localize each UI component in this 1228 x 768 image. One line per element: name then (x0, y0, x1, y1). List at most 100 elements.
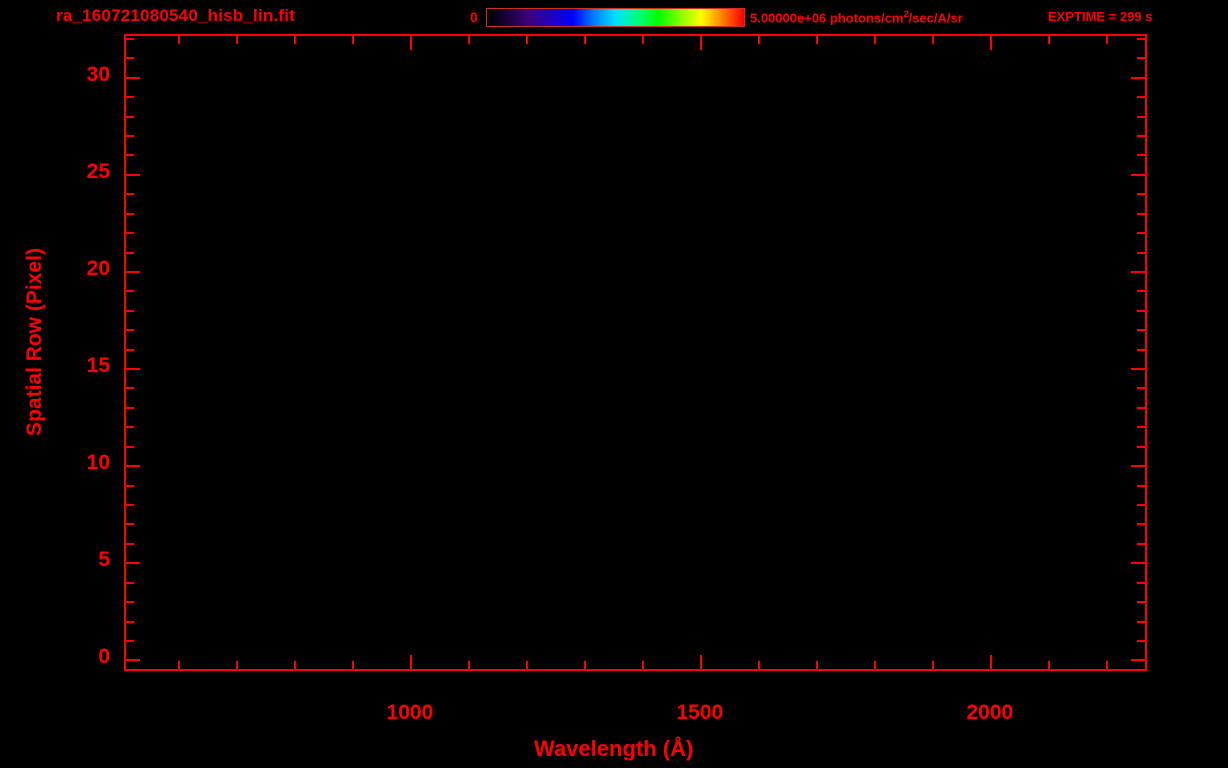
tick-mark (124, 504, 134, 506)
x-tick-label: 1500 (676, 701, 724, 724)
tick-mark (236, 34, 238, 44)
tick-mark (874, 661, 876, 671)
tick-mark (1137, 38, 1147, 40)
tick-mark (124, 329, 134, 331)
tick-mark (124, 523, 134, 525)
tick-mark (1137, 543, 1147, 545)
tick-mark (124, 659, 140, 661)
tick-mark (124, 232, 134, 234)
tick-mark (1131, 659, 1147, 661)
tick-mark (1137, 213, 1147, 215)
tick-mark (700, 655, 702, 671)
tick-mark (124, 271, 140, 273)
tick-mark (1137, 193, 1147, 195)
tick-mark (124, 543, 134, 545)
colorbar-min-label: 0 (470, 9, 478, 25)
y-tick-label: 15 (86, 354, 110, 378)
tick-mark (1137, 154, 1147, 156)
y-tick-label: 20 (86, 256, 110, 280)
tick-mark (124, 154, 134, 156)
tick-mark (584, 34, 586, 44)
tick-mark (816, 34, 818, 44)
tick-mark (468, 661, 470, 671)
colorbar-gradient (487, 9, 744, 26)
x-tick-label: 2000 (966, 701, 1014, 724)
tick-mark (124, 387, 134, 389)
tick-mark (1048, 661, 1050, 671)
tick-mark (1137, 135, 1147, 137)
tick-mark (124, 290, 134, 292)
tick-mark (124, 193, 134, 195)
tick-mark (1137, 329, 1147, 331)
colorbar-max-label: 5.00000e+06 photons/cm2/sec/A/sr (750, 9, 963, 25)
tick-mark (1137, 232, 1147, 234)
tick-mark (1137, 504, 1147, 506)
tick-mark (124, 252, 134, 254)
tick-mark (410, 34, 412, 50)
tick-mark (758, 661, 760, 671)
tick-mark (932, 661, 934, 671)
tick-mark (1137, 349, 1147, 351)
tick-mark (178, 34, 180, 44)
tick-mark (1137, 290, 1147, 292)
tick-mark (124, 116, 134, 118)
tick-mark (990, 34, 992, 50)
tick-mark (124, 368, 140, 370)
colorbar-max-value: 5.00000e+06 (750, 10, 827, 26)
colorbar (486, 8, 745, 27)
tick-mark (1137, 407, 1147, 409)
tick-mark (642, 34, 644, 44)
colorbar-unit-exponent: 2 (903, 9, 909, 19)
tick-mark (178, 661, 180, 671)
tick-mark (932, 34, 934, 44)
tick-mark (294, 661, 296, 671)
tick-mark (1137, 601, 1147, 603)
tick-mark (1137, 57, 1147, 59)
tick-mark (1137, 485, 1147, 487)
tick-mark (584, 661, 586, 671)
tick-mark (1131, 368, 1147, 370)
x-axis-label: Wavelength (Å) (534, 736, 694, 761)
tick-mark (1131, 77, 1147, 79)
tick-mark (124, 96, 134, 98)
figure-title: ra_160721080540_hisb_lin.fit (56, 6, 296, 25)
tick-mark (1137, 582, 1147, 584)
tick-mark (124, 310, 134, 312)
tick-mark (468, 34, 470, 44)
tick-mark (642, 661, 644, 671)
colorbar-unit-post: /sec/A/sr (908, 10, 963, 26)
y-tick-label: 30 (86, 62, 110, 86)
y-tick-label: 0 (98, 645, 110, 669)
y-tick-label: 5 (98, 548, 110, 572)
tick-mark (1137, 310, 1147, 312)
tick-mark (124, 77, 140, 79)
tick-mark (1131, 562, 1147, 564)
tick-mark (1137, 252, 1147, 254)
tick-mark (1137, 426, 1147, 428)
tick-mark (236, 661, 238, 671)
tick-mark (700, 34, 702, 50)
tick-mark (816, 661, 818, 671)
tick-mark (1131, 174, 1147, 176)
tick-mark (1106, 661, 1108, 671)
tick-mark (1131, 271, 1147, 273)
tick-mark (410, 655, 412, 671)
tick-mark (124, 601, 134, 603)
tick-mark (124, 465, 140, 467)
tick-mark (352, 34, 354, 44)
tick-mark (124, 135, 134, 137)
tick-mark (124, 38, 134, 40)
tick-mark (990, 655, 992, 671)
tick-mark (874, 34, 876, 44)
y-axis-label: Spatial Row (Pixel) (23, 248, 46, 436)
tick-mark (1131, 465, 1147, 467)
y-tick-label: 25 (86, 159, 110, 183)
tick-mark (1106, 34, 1108, 44)
tick-mark (124, 57, 134, 59)
exptime-annotation: EXPTIME = 299 s (1048, 9, 1153, 24)
tick-mark (526, 34, 528, 44)
tick-mark (124, 213, 134, 215)
tick-mark (124, 407, 134, 409)
tick-mark (124, 174, 140, 176)
